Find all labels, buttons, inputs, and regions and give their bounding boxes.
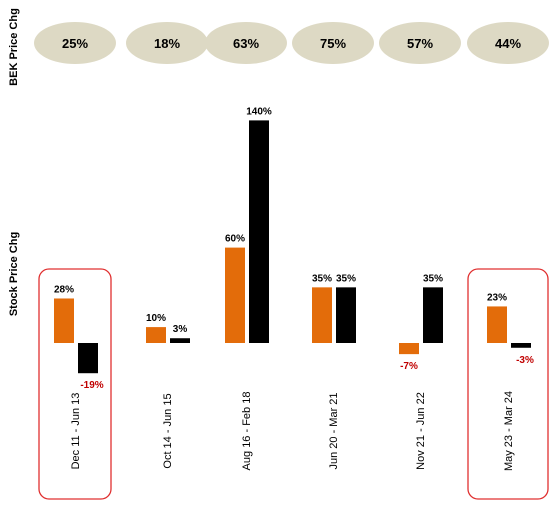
bek-bubble-label: 75% — [320, 36, 346, 51]
bek-bubble-label: 44% — [495, 36, 521, 51]
bar-data-label: 3% — [173, 324, 188, 335]
bar-series-2 — [170, 338, 190, 343]
category-label: Dec 11 - Jun 13 — [70, 393, 82, 470]
category-label: Nov 21 - Jun 22 — [415, 392, 427, 470]
bek-bubble-label: 57% — [407, 36, 433, 51]
bar-data-label: -3% — [516, 355, 534, 366]
bar-data-label: 35% — [423, 273, 443, 284]
bar-series-1 — [399, 343, 419, 355]
bar-data-label: 23% — [487, 292, 507, 303]
bar-series-2 — [78, 343, 98, 374]
bar-data-label: -19% — [80, 380, 103, 391]
bar-data-label: 35% — [312, 273, 332, 284]
bar-series-2 — [423, 287, 443, 343]
category-label: May 23 - Mar 24 — [503, 391, 515, 471]
bek-bubble — [467, 22, 549, 64]
bar-series-2 — [511, 343, 531, 348]
bek-bubble — [292, 22, 374, 64]
bek-bubble-label: 18% — [154, 36, 180, 51]
bar-data-label: 140% — [246, 106, 272, 117]
bar-series-2 — [336, 287, 356, 343]
bek-bubble-label: 25% — [62, 36, 88, 51]
bar-series-2 — [249, 120, 269, 344]
bek-bubble-label: 63% — [233, 36, 259, 51]
bek-bubble — [126, 22, 208, 64]
highlight-box — [467, 268, 549, 500]
bar-data-label: 60% — [225, 234, 245, 245]
bar-data-label: 28% — [54, 284, 74, 295]
bar-data-label: 35% — [336, 273, 356, 284]
category-label: Jun 20 - Mar 21 — [328, 392, 340, 469]
bar-series-1 — [54, 298, 74, 343]
bar-series-1 — [312, 287, 332, 343]
category-label: Aug 16 - Feb 18 — [241, 392, 253, 471]
bek-bubble — [379, 22, 461, 64]
bek-bubble — [34, 22, 116, 64]
y-axis-label: Stock Price Chg — [8, 232, 20, 316]
top-axis-label: BEK Price Chg — [8, 8, 20, 86]
bek-bubble — [205, 22, 287, 64]
bar-data-label: -7% — [400, 361, 418, 372]
highlight-box — [38, 268, 112, 500]
category-label: Oct 14 - Jun 15 — [162, 393, 174, 468]
bar-series-1 — [225, 247, 245, 343]
bar-series-1 — [487, 306, 507, 343]
bar-data-label: 10% — [146, 313, 166, 324]
bar-series-1 — [146, 327, 166, 343]
